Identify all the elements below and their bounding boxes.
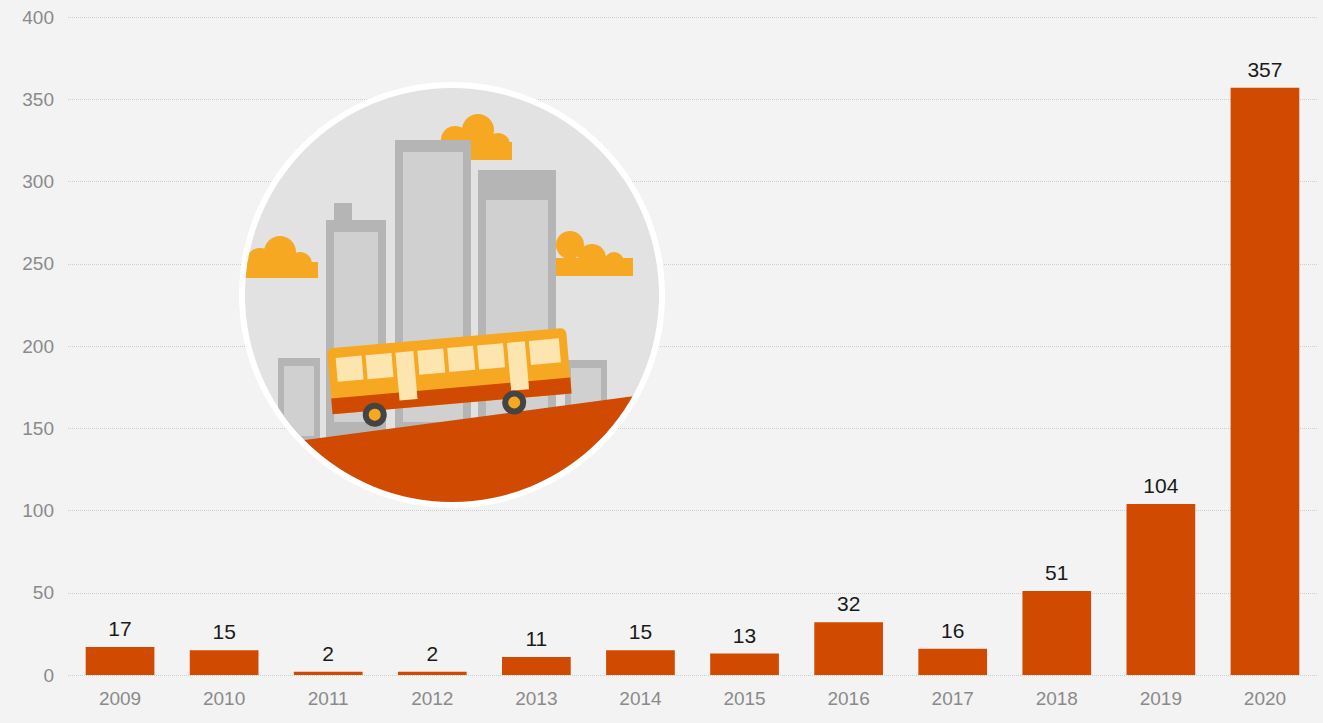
svg-text:200: 200	[22, 336, 54, 357]
svg-text:350: 350	[22, 89, 54, 110]
svg-text:2015: 2015	[723, 688, 765, 709]
svg-text:13: 13	[733, 624, 756, 647]
svg-text:11: 11	[525, 627, 547, 650]
svg-text:2020: 2020	[1244, 688, 1286, 709]
svg-text:150: 150	[22, 418, 54, 439]
svg-text:15: 15	[212, 620, 235, 643]
svg-text:16: 16	[941, 619, 964, 642]
svg-text:300: 300	[22, 171, 54, 192]
svg-text:32: 32	[837, 592, 860, 615]
svg-text:0: 0	[43, 665, 54, 686]
svg-text:2019: 2019	[1140, 688, 1182, 709]
svg-text:2018: 2018	[1036, 688, 1078, 709]
svg-text:2011: 2011	[308, 688, 349, 709]
svg-text:357: 357	[1247, 58, 1282, 81]
svg-text:2013: 2013	[515, 688, 557, 709]
svg-text:250: 250	[22, 253, 54, 274]
svg-text:2012: 2012	[411, 688, 453, 709]
svg-text:2010: 2010	[203, 688, 245, 709]
svg-text:2014: 2014	[619, 688, 662, 709]
svg-text:50: 50	[33, 582, 54, 603]
svg-text:2: 2	[322, 642, 334, 665]
svg-text:15: 15	[629, 620, 652, 643]
svg-text:17: 17	[108, 617, 131, 640]
svg-text:51: 51	[1045, 561, 1068, 584]
svg-text:2017: 2017	[932, 688, 974, 709]
svg-text:2: 2	[426, 642, 438, 665]
svg-text:100: 100	[22, 500, 54, 521]
svg-text:2009: 2009	[99, 688, 141, 709]
svg-text:104: 104	[1143, 474, 1178, 497]
svg-text:400: 400	[22, 7, 54, 28]
svg-text:2016: 2016	[827, 688, 869, 709]
